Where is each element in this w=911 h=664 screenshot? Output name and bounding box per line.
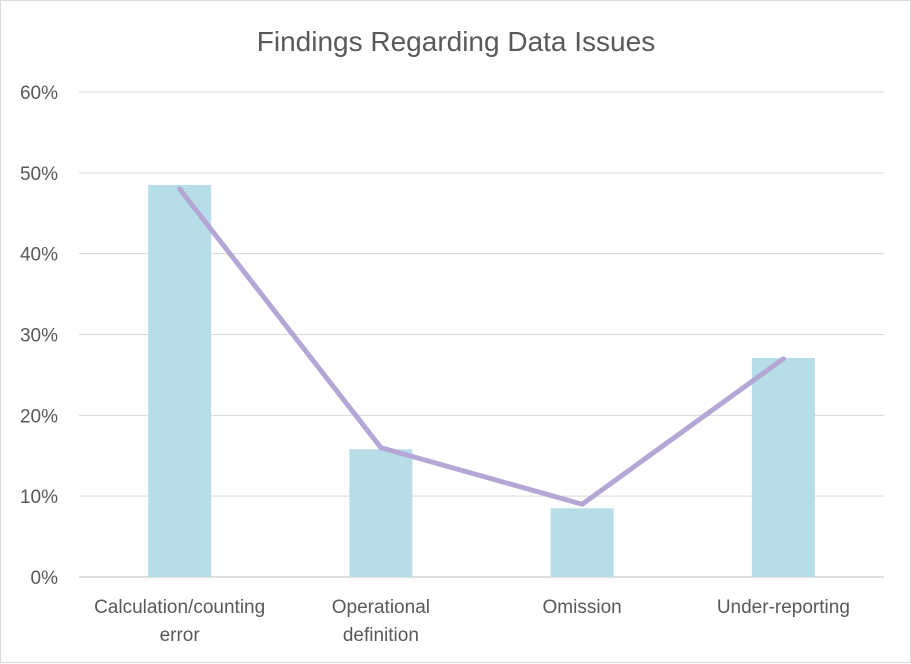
y-tick-label: 50% <box>20 164 58 185</box>
y-tick-label: 30% <box>20 326 58 347</box>
bar <box>550 508 614 577</box>
x-tick-label: definition <box>343 625 419 646</box>
gridlines <box>79 91 884 578</box>
bar <box>751 357 815 577</box>
chart-title: Findings Regarding Data Issues <box>257 26 655 57</box>
y-tick-labels: 0% 10% 20% 30% 40% 50% 60% <box>20 83 58 589</box>
x-tick-label: error <box>160 625 201 646</box>
y-tick-label: 20% <box>20 406 58 427</box>
y-tick-label: 60% <box>20 83 58 104</box>
y-tick-label: 10% <box>20 487 58 508</box>
y-tick-label: 0% <box>31 568 59 589</box>
x-tick-labels: Calculation/counting error Operational defi… <box>94 597 850 646</box>
x-tick-label: Calculation/counting <box>94 597 265 618</box>
y-tick-label: 40% <box>20 245 58 266</box>
x-tick-label: Operational <box>332 597 430 618</box>
series-line <box>177 186 786 507</box>
x-tick-label: Under-reporting <box>717 597 850 618</box>
x-tick-label: Omission <box>543 597 622 618</box>
line-series <box>177 186 786 507</box>
bar-series <box>148 184 815 578</box>
bar <box>349 449 413 577</box>
bar <box>148 184 212 578</box>
